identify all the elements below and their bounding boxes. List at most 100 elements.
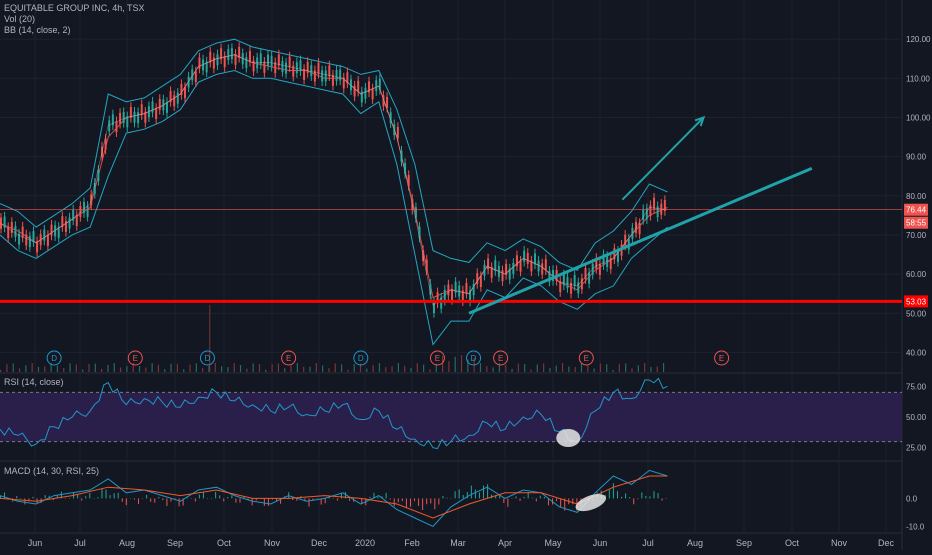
candle-body xyxy=(523,250,526,262)
symbol-title[interactable]: EQUITABLE GROUP INC, 4h, TSX xyxy=(4,3,145,13)
volume-bar xyxy=(574,366,576,372)
macd-hist-bar xyxy=(28,498,30,501)
macd-hist-bar xyxy=(462,494,464,499)
candle-body xyxy=(494,260,497,272)
volume-bar xyxy=(75,364,77,372)
event-marker-label: D xyxy=(51,354,57,363)
candle-body xyxy=(144,111,147,123)
macd-hist-bar xyxy=(633,498,635,505)
candle-body xyxy=(425,259,428,271)
candle-body xyxy=(508,268,511,280)
volume-bar xyxy=(385,367,387,372)
rsi-tick-label: 75.00 xyxy=(906,382,927,391)
candle-body xyxy=(223,56,226,68)
candle-body xyxy=(209,51,212,63)
macd-hist-bar xyxy=(93,498,95,499)
candle-body xyxy=(432,302,435,314)
volume-bar xyxy=(37,366,40,372)
macd-hist-bar xyxy=(60,491,62,499)
candle-body xyxy=(321,70,324,82)
volume-bar xyxy=(454,356,456,372)
candle-body xyxy=(0,217,2,229)
macd-hist-bar xyxy=(649,496,651,499)
candle-body xyxy=(245,56,248,68)
volume-bar xyxy=(353,364,355,372)
volume-bar xyxy=(88,363,90,372)
dividend-marker xyxy=(353,350,369,366)
projection-arrow-line xyxy=(621,116,705,201)
candle-body xyxy=(530,260,533,272)
macd-hist-bar xyxy=(531,497,533,499)
candle-body xyxy=(266,54,269,66)
event-marker-label: E xyxy=(286,354,291,363)
macd-hist-bar xyxy=(616,491,618,499)
rsi-line xyxy=(0,377,668,450)
candle-body xyxy=(469,290,472,302)
volume-bar xyxy=(637,365,639,372)
candle-body xyxy=(169,91,172,102)
volume-bar xyxy=(618,364,620,372)
volume-bar xyxy=(151,363,153,372)
candle-body xyxy=(404,162,407,174)
macd-hist-bar xyxy=(121,498,123,502)
macd-hist-bar xyxy=(345,492,347,499)
rsi-indicator-label[interactable]: RSI (14, close) xyxy=(4,377,64,387)
candle-body xyxy=(234,53,237,65)
macd-indicator-label[interactable]: MACD (14, 30, RSI, 25) xyxy=(4,466,100,476)
macd-hist-bar xyxy=(454,491,456,499)
macd-hist-bar xyxy=(24,498,26,505)
volume-bar xyxy=(18,368,21,372)
candle-body xyxy=(310,65,313,77)
candle-body xyxy=(613,248,616,260)
volume-bar xyxy=(366,368,368,372)
volume-bar xyxy=(63,367,65,372)
event-marker-label: D xyxy=(471,354,477,363)
candle-body xyxy=(339,69,342,81)
candle-body xyxy=(533,253,536,265)
candle-body xyxy=(176,92,179,104)
event-marker-label: E xyxy=(133,354,138,363)
volume-bar xyxy=(82,369,84,372)
volume-bar xyxy=(568,366,570,372)
macd-hist-bar xyxy=(539,495,541,499)
candle-body xyxy=(429,283,432,295)
macd-hist-bar xyxy=(499,494,501,499)
candle-body xyxy=(274,62,277,74)
vol-indicator-label[interactable]: Vol (20) xyxy=(4,14,36,24)
macd-hist-bar xyxy=(515,496,517,499)
candle-body xyxy=(588,272,591,284)
candle-body xyxy=(501,270,504,282)
candle-body xyxy=(368,81,371,93)
macd-highlight-ellipse xyxy=(575,494,607,512)
candle-body xyxy=(487,258,490,270)
macd-hist-bar xyxy=(207,498,209,499)
volume-bar xyxy=(599,363,602,372)
candle-body xyxy=(230,48,233,60)
candle-body xyxy=(46,234,49,246)
candle-body xyxy=(544,259,547,271)
macd-hist-bar xyxy=(564,498,566,511)
candle-body xyxy=(490,266,493,278)
bb-upper-band xyxy=(0,38,668,271)
y-tick-label: 110.00 xyxy=(906,74,930,83)
macd-hist-bar xyxy=(292,498,294,500)
volume-bar xyxy=(284,368,286,372)
rsi-highlight-ellipse xyxy=(556,429,581,447)
volume-bar xyxy=(625,363,627,372)
macd-hist-bar xyxy=(401,498,403,502)
candle-body xyxy=(220,48,223,60)
candle-body xyxy=(292,65,295,77)
volume-bar xyxy=(441,355,444,372)
candle-body xyxy=(357,80,360,92)
x-tick-label: Feb xyxy=(404,538,420,548)
bb-indicator-label[interactable]: BB (14, close, 2) xyxy=(4,25,71,35)
candle-body xyxy=(299,60,302,72)
volume-bar xyxy=(347,369,349,372)
macd-hist-bar xyxy=(85,496,87,499)
candle-body xyxy=(25,234,28,246)
macd-hist-bar xyxy=(430,498,432,504)
candle-body xyxy=(212,57,215,69)
volume-bar xyxy=(340,364,343,372)
earnings-marker xyxy=(429,350,445,366)
